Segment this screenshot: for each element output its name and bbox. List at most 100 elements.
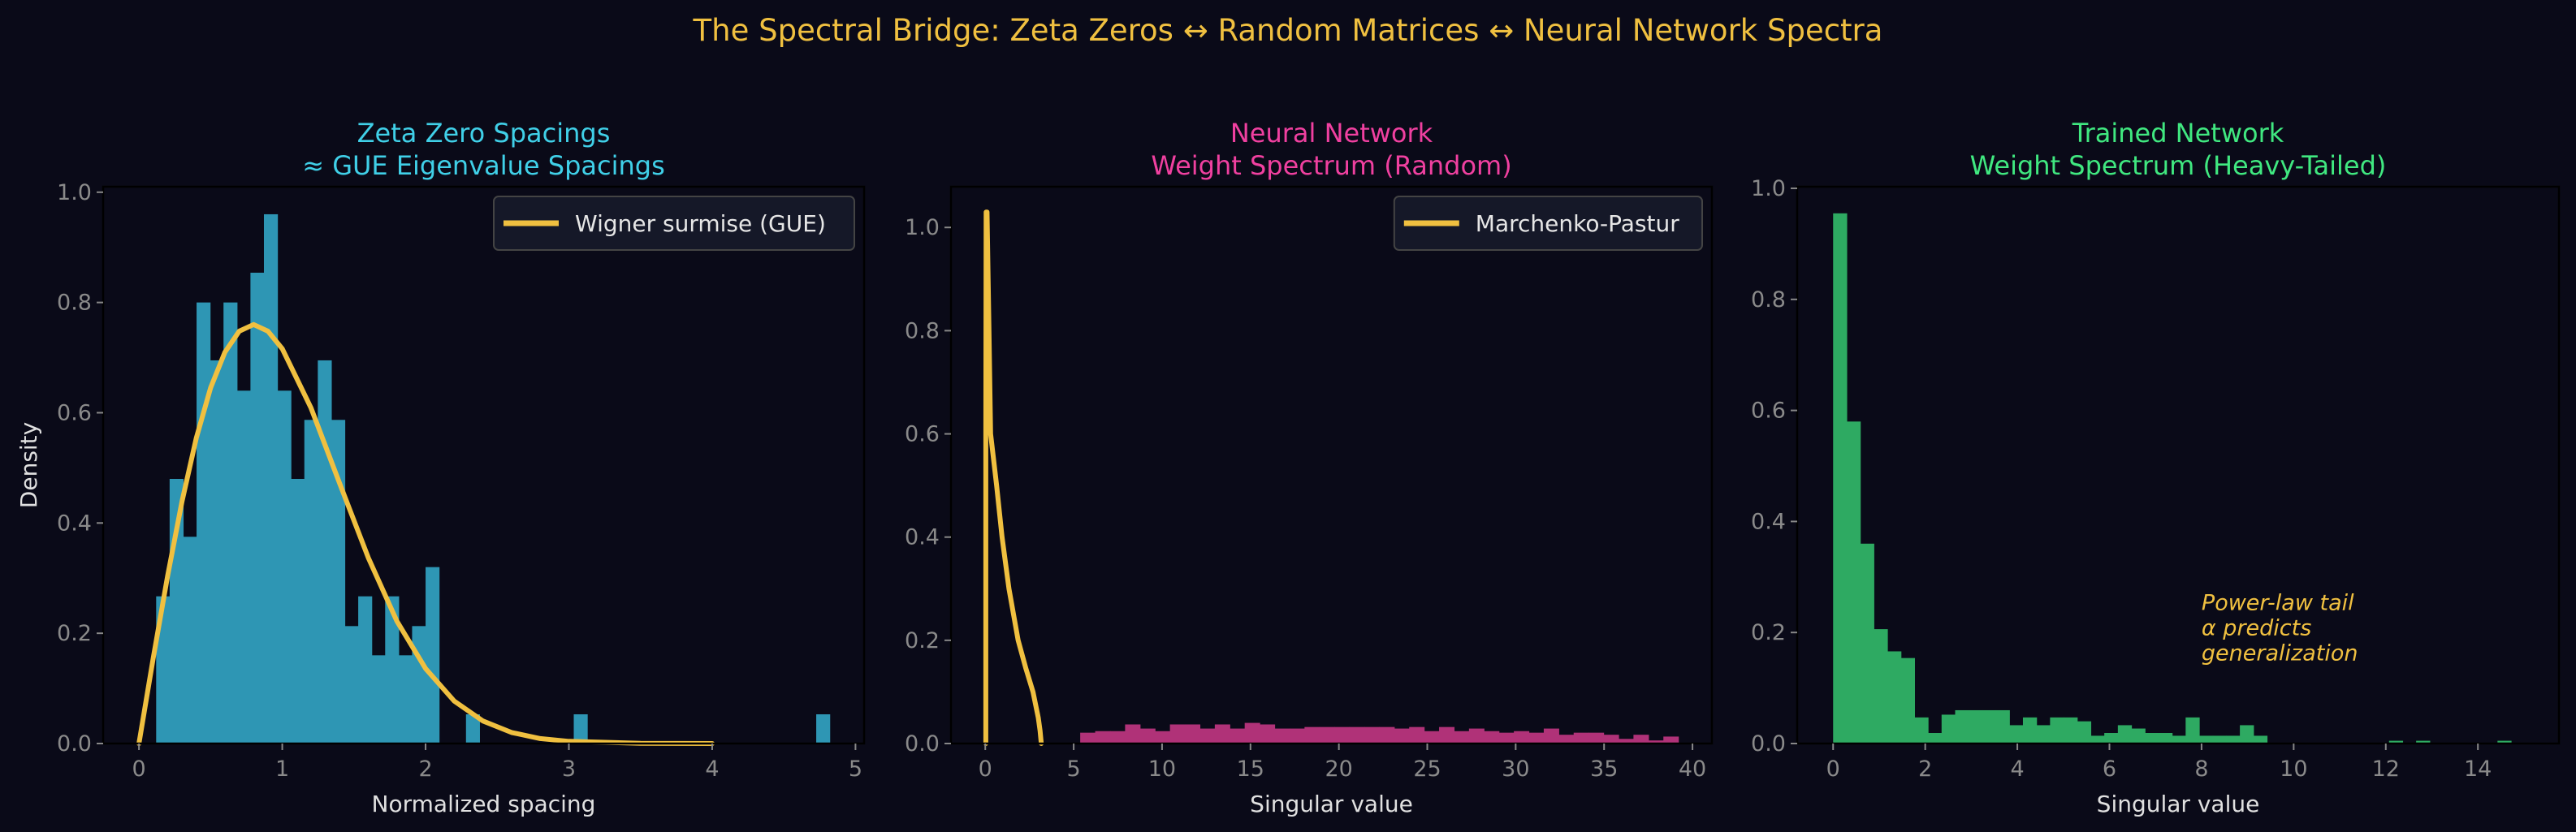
x-tick-label: 12 — [2372, 757, 2400, 782]
histogram-bar — [385, 596, 400, 744]
legend: Marchenko-Pastur — [1393, 196, 1704, 251]
histogram-bar — [816, 714, 831, 744]
histogram-bar — [1155, 731, 1171, 744]
histogram-bar — [277, 390, 292, 744]
histogram-bar — [1543, 728, 1559, 744]
x-tick-label: 1 — [275, 757, 289, 782]
histogram-bar — [1860, 543, 1874, 744]
histogram-bar — [1914, 717, 1929, 744]
histogram-bar — [2158, 733, 2173, 744]
histogram-bar — [2199, 735, 2214, 744]
histogram-bar — [465, 714, 480, 744]
histogram-bar — [2497, 740, 2512, 744]
histogram-bar — [1095, 731, 1111, 744]
histogram-bar — [2416, 740, 2431, 744]
x-tick-label: 10 — [2280, 757, 2307, 782]
histogram-bar — [1080, 732, 1096, 744]
histogram-bar — [2131, 728, 2146, 744]
histogram-bar — [2388, 740, 2404, 744]
panel-title: ≈ GUE Eigenvalue Spacings — [302, 150, 665, 181]
histogram-bar — [1169, 724, 1186, 744]
histogram-bar — [1260, 724, 1276, 744]
histogram-bar — [1185, 724, 1201, 744]
histogram-bar — [183, 537, 197, 744]
histogram-bar — [371, 655, 386, 744]
density-curve — [136, 321, 715, 746]
x-tick-label: 3 — [562, 757, 576, 782]
histogram-bar — [1274, 728, 1290, 744]
histogram-bar — [1109, 731, 1126, 744]
histogram-bar — [1982, 709, 1997, 744]
panel-3: 0 2 4 6 8 10 12 14 0.0 0.2 0.4 0.6 0.8 1.0 Trained Net… — [1751, 118, 2561, 817]
histogram-bar — [1928, 733, 1943, 744]
plot-area — [1797, 187, 2559, 744]
histogram-bar — [1833, 213, 1848, 744]
x-tick-label: 4 — [2010, 757, 2024, 782]
histogram-bar — [2064, 717, 2078, 744]
y-tick-label: 0.4 — [905, 525, 940, 550]
histogram-bar — [1900, 657, 1916, 744]
histogram-bar — [331, 420, 346, 744]
x-tick-label: 2 — [1918, 757, 1932, 782]
panel-title: Neural Network — [1230, 118, 1433, 149]
histogram-bar — [1394, 728, 1410, 744]
histogram-bar — [426, 567, 440, 744]
histogram-bar — [1995, 709, 2010, 744]
axes-frame — [102, 185, 866, 745]
histogram-bar — [210, 360, 224, 744]
histogram-bar — [1230, 728, 1246, 744]
histogram-bar — [1304, 726, 1320, 744]
histogram-bar — [1648, 740, 1664, 744]
histogram-bar — [1349, 726, 1365, 744]
axes-frame — [1796, 185, 2561, 745]
x-axis-label: Singular value — [1250, 791, 1413, 817]
density-curve — [983, 209, 1044, 746]
histogram-bar — [398, 655, 413, 744]
y-tick-label: 1.0 — [1751, 176, 1786, 201]
x-tick-label: 2 — [418, 757, 432, 782]
x-axis-label: Normalized spacing — [372, 791, 596, 817]
y-tick-label: 0.8 — [57, 291, 92, 316]
histogram-bar — [2185, 717, 2200, 744]
legend-label: Wigner surmise (GUE) — [575, 210, 826, 237]
y-tick-label: 0.0 — [905, 731, 940, 757]
y-tick-label: 0.4 — [1751, 509, 1786, 534]
histogram-bar — [2226, 735, 2241, 744]
histogram-bar — [1364, 726, 1380, 744]
x-tick-label: 35 — [1590, 757, 1618, 782]
y-tick-label: 0.2 — [905, 628, 940, 653]
annotation-text: α predicts — [2202, 615, 2311, 640]
histogram-bar — [1846, 421, 1861, 744]
y-tick-label: 0.2 — [57, 621, 92, 646]
y-axis-label: Density — [15, 422, 42, 508]
histogram-bar — [2117, 725, 2133, 744]
x-tick-label: 5 — [1066, 757, 1080, 782]
histogram-bar — [2009, 725, 2024, 744]
histogram-bar — [1633, 735, 1649, 744]
x-tick-label: 0 — [1826, 757, 1840, 782]
x-tick-label: 25 — [1413, 757, 1441, 782]
histogram-bar — [318, 360, 332, 744]
histogram-bar — [1125, 724, 1141, 744]
legend-box — [1393, 196, 1704, 251]
histogram-bar — [291, 478, 305, 744]
histogram-bar — [1289, 728, 1305, 744]
histogram-bar — [1588, 732, 1605, 744]
figure-title: The Spectral Bridge: Zeta Zeros ↔ Random… — [693, 13, 1883, 48]
histogram-bar — [2036, 725, 2051, 744]
histogram-bar — [1558, 735, 1575, 744]
histogram-bar — [263, 213, 279, 744]
y-tick-label: 1.0 — [57, 180, 92, 205]
panel-title: Zeta Zero Spacings — [357, 118, 611, 149]
y-tick-label: 0.8 — [905, 318, 940, 343]
panel-2: 0 5 10 15 20 25 30 35 40 0.0 0.2 0.4 0.6 0.8 1.0 Neural… — [905, 118, 1714, 817]
histogram-bar — [1409, 726, 1425, 744]
histogram-bar — [2050, 717, 2064, 744]
x-tick-label: 30 — [1502, 757, 1529, 782]
histogram-bar — [1139, 728, 1156, 744]
panel-1: 0 1 2 3 4 5 0.0 0.2 0.4 0.6 0.8 1.0 Zeta Zero Spacin… — [15, 118, 866, 817]
histogram-bar — [1498, 732, 1515, 744]
histogram-bar — [2212, 735, 2228, 744]
histogram-bar — [1244, 722, 1260, 744]
y-tick-label: 0.0 — [57, 731, 92, 757]
